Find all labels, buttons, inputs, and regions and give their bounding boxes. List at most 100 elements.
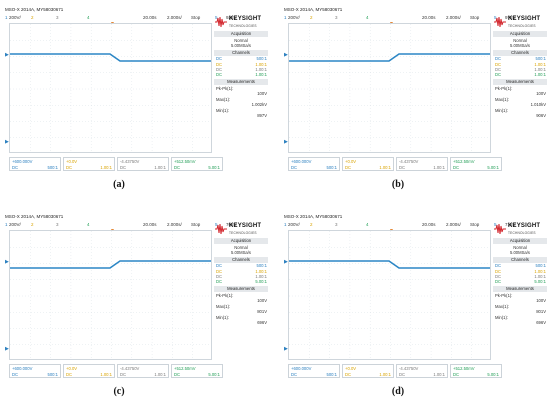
channel-row: DC 5.00:1 — [495, 279, 546, 284]
measurement-max-label-row: Max(1): — [216, 97, 267, 102]
channel-offset-box-3[interactable]: -4.43750V DC 1.00:1 — [396, 157, 448, 171]
acquisition-header: Acquisition — [214, 31, 268, 37]
keysight-wave-icon — [494, 223, 506, 235]
measurement-pk-pk-value: 100V — [536, 90, 546, 96]
keysight-wave-icon — [215, 16, 227, 28]
waveform-display — [288, 230, 491, 360]
channel-coupling: DC — [216, 263, 223, 269]
channel-offset-box-2[interactable]: +0.0V DC 1.00:1 — [342, 157, 394, 171]
channel-offset-box-2[interactable]: +0.0V DC 1.00:1 — [342, 364, 394, 378]
channel-offset-box-4[interactable]: +512.50mV DC 5.00:1 — [171, 157, 223, 171]
measurement-pk-pk-value-row: 100V — [216, 91, 267, 96]
trigger-slope: 5 — [215, 222, 218, 227]
channel1-trace — [10, 53, 211, 62]
channel-coupling-bottom: DC — [345, 372, 352, 377]
time-per-div: 2.000s/ — [446, 15, 461, 20]
channel-offset-box-4[interactable]: +512.50mV DC 5.00:1 — [450, 157, 502, 171]
channel-probe-bottom: 1.00:1 — [433, 165, 445, 170]
channel-row: DC 1.00:1 — [495, 62, 546, 67]
scope-top-bar: MSO-X 2014A, MY58030671 — [4, 5, 269, 14]
measurement-max-value-row: 801V — [495, 309, 546, 314]
channel-probe-bottom: 1.00:1 — [100, 165, 112, 170]
ch1-number: 1 — [284, 15, 287, 20]
channel-coupling: DC — [495, 263, 502, 269]
channel-probe-ratio: 500:1 — [256, 56, 267, 62]
measurement-min-value-row: 696V — [216, 320, 267, 325]
time-per-div: 2.000s/ — [167, 222, 182, 227]
ch3-label: 3 — [335, 15, 338, 20]
channel-offset: +600.000V — [12, 159, 33, 164]
channel-offset-box-2[interactable]: +0.0V DC 1.00:1 — [63, 157, 115, 171]
channel-probe-ratio: 1.00:1 — [255, 273, 267, 279]
trigger-slope: 5 — [494, 15, 497, 20]
channel-probe-ratio: 500:1 — [256, 263, 267, 269]
time-per-div: 2.000s/ — [446, 222, 461, 227]
channel-offset-box-3[interactable]: -4.43750V DC 1.00:1 — [396, 364, 448, 378]
brand-subtitle: TECHNOLOGIES — [229, 230, 257, 235]
ch2-label: 2 — [31, 15, 34, 20]
measurement-max-label: Max(1): — [495, 303, 510, 309]
subfigure-caption-c: (c) — [113, 386, 125, 397]
measurement-pk-pk-label-row: Pk-Pk(1): — [216, 86, 267, 91]
side-info-panel: KEYSIGHT TECHNOLOGIES Acquisition Normal 5.0… — [493, 221, 547, 360]
channel-probe-ratio: 1.00:1 — [534, 72, 546, 78]
channels-header: Channels — [214, 49, 268, 56]
channel-offset-box-1[interactable]: +600.000V DC 500:1 — [288, 157, 340, 171]
channel-offset-box-3[interactable]: -4.43750V DC 1.00:1 — [117, 364, 169, 378]
trigger-level: 975V — [505, 15, 516, 20]
waveform-svg — [289, 231, 490, 359]
channel-probe-bottom: 5.00:1 — [208, 165, 220, 170]
acquisition-header: Acquisition — [214, 238, 268, 244]
channel-offset-box-4[interactable]: +512.50mV DC 5.00:1 — [171, 364, 223, 378]
channel-coupling-bottom: DC — [453, 165, 460, 170]
channel-offset-box-2[interactable]: +0.0V DC 1.00:1 — [63, 364, 115, 378]
scope-panel-b: MSO-X 2014A, MY58030671 1 200V/2 3 4 20.00s 2.… — [283, 5, 548, 183]
channel-offset-box-1[interactable]: +600.000V DC 500:1 — [9, 157, 61, 171]
channel-offset: +512.50mV — [174, 366, 196, 371]
brand-subtitle: TECHNOLOGIES — [229, 23, 257, 28]
brand-name: KEYSIGHT — [229, 16, 262, 22]
acquisition-rate: 5.00MSa/s — [230, 42, 252, 48]
ch1-ground-marker-icon: ▶ — [284, 259, 288, 265]
channel-offset-bar: +600.000V DC 500:1 +0.0V DC 1.00:1 -4.43750V DC… — [9, 364, 267, 378]
instrument-model: MSO-X 2014A, MY58030671 — [284, 214, 343, 219]
ch1-ground-marker-icon: ▶ — [284, 52, 288, 58]
channel-coupling: DC — [495, 66, 502, 72]
channel-offset-box-3[interactable]: -4.43750V DC 1.00:1 — [117, 157, 169, 171]
channel-probe-ratio: 1.00:1 — [534, 273, 546, 279]
ch3-label: 3 — [56, 222, 59, 227]
time-position: 20.00s — [143, 15, 157, 20]
channel-row: DC 500:1 — [495, 263, 546, 268]
channel-coupling-bottom: DC — [66, 372, 73, 377]
channel-offset-box-4[interactable]: +512.50mV DC 5.00:1 — [450, 364, 502, 378]
ch1-ground-marker-icon: ▶ — [5, 52, 9, 58]
acquisition-mode: Normal — [513, 37, 527, 43]
channel-coupling: DC — [216, 66, 223, 72]
channel-time-row: 1 200V/2 3 4 20.00s 2.000s/Stop 5 975V — [283, 14, 548, 22]
channel-probe-ratio: 1.00:1 — [255, 268, 267, 274]
channel-coupling-bottom: DC — [291, 165, 298, 170]
measurement-min-label: Min(1): — [495, 315, 509, 321]
measurement-max-value-row: 1.010kV — [495, 102, 546, 107]
channel-offset-box-1[interactable]: +600.000V DC 500:1 — [288, 364, 340, 378]
ch1-scale: 200V/ — [9, 15, 21, 20]
channel-probe-ratio: 1.00:1 — [534, 61, 546, 67]
channel-offset-box-1[interactable]: +600.000V DC 500:1 — [9, 364, 61, 378]
channel-probe-ratio: 500:1 — [535, 56, 546, 62]
measurement-pk-pk-label-row: Pk-Pk(1): — [495, 86, 546, 91]
channel-row: DC 5.00:1 — [216, 279, 267, 284]
channel-row: DC 1.00:1 — [495, 67, 546, 72]
measurements-header: Measurements — [493, 79, 547, 85]
channel-probe-ratio: 500:1 — [535, 263, 546, 269]
channel-coupling-bottom: DC — [66, 165, 73, 170]
channel-probe-ratio: 5.00:1 — [255, 279, 267, 285]
channel-coupling: DC — [495, 61, 502, 67]
channel-offset: -4.43750V — [399, 366, 419, 371]
ch1-number: 1 — [284, 222, 287, 227]
measurement-max-value-row: 1.002kV — [216, 102, 267, 107]
measurement-max-label-row: Max(1): — [216, 304, 267, 309]
channel-coupling: DC — [216, 56, 223, 62]
scope-top-bar: MSO-X 2014A, MY58030671 — [283, 212, 548, 221]
run-state: Stop — [470, 15, 480, 20]
ch1-number: 1 — [5, 222, 8, 227]
